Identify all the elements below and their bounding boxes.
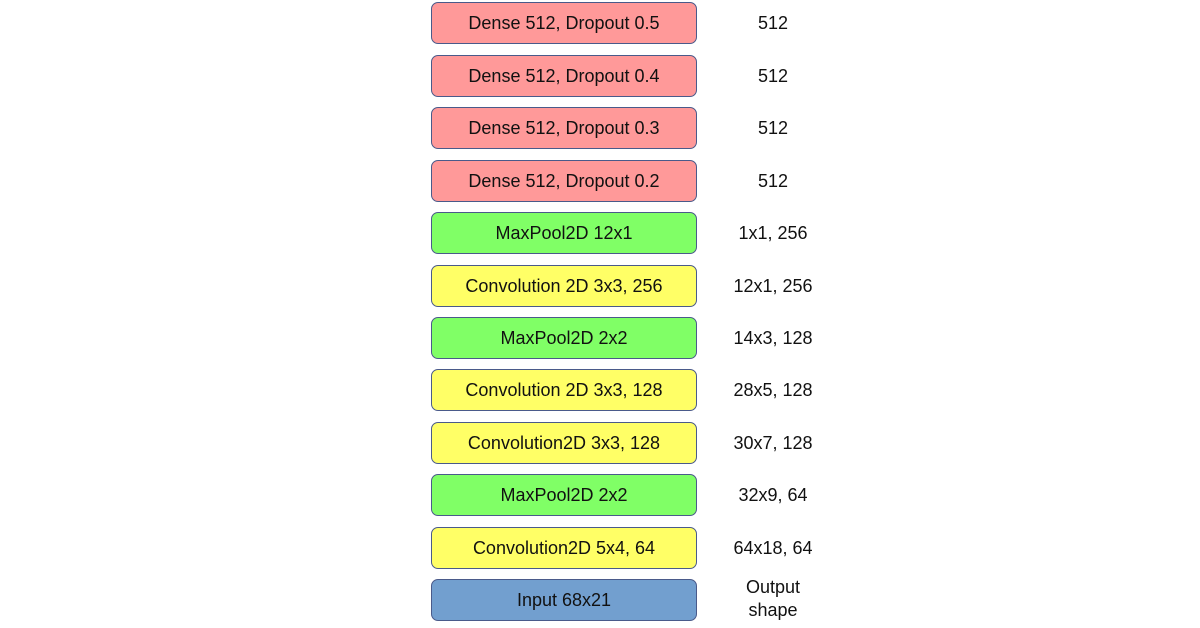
output-shape-label: 64x18, 64: [733, 537, 813, 558]
layer-row: MaxPool2D 12x1 1x1, 256: [0, 212, 1200, 256]
output-shape-label: 28x5, 128: [733, 379, 813, 400]
layer-box-convolution: Convolution 2D 3x3, 128: [431, 369, 697, 411]
layer-box-dense: Dense 512, Dropout 0.4: [431, 55, 697, 97]
output-shape-header-line2: shape: [748, 600, 798, 620]
layer-box-dense: Dense 512, Dropout 0.2: [431, 160, 697, 202]
layer-box-maxpool: MaxPool2D 12x1: [431, 212, 697, 254]
layer-row: Input 68x21: [0, 579, 1200, 623]
layer-box-maxpool: MaxPool2D 2x2: [431, 317, 697, 359]
layer-box-convolution: Convolution2D 3x3, 128: [431, 422, 697, 464]
output-shape-header-line1: Output: [745, 577, 801, 597]
layer-row: Convolution2D 5x4, 64 64x18, 64: [0, 527, 1200, 571]
output-shape-label: 32x9, 64: [738, 484, 808, 505]
output-shape-label: 512: [757, 65, 789, 86]
layer-row: Dense 512, Dropout 0.2 512: [0, 160, 1200, 204]
layer-box-input: Input 68x21: [431, 579, 697, 621]
output-shape-label: 14x3, 128: [733, 327, 813, 348]
output-shape-label: 30x7, 128: [733, 432, 813, 453]
layer-row: Dense 512, Dropout 0.3 512: [0, 107, 1200, 151]
layer-row: Dense 512, Dropout 0.4 512: [0, 55, 1200, 99]
layer-row: Convolution2D 3x3, 128 30x7, 128: [0, 422, 1200, 466]
layer-row: MaxPool2D 2x2 32x9, 64: [0, 474, 1200, 518]
output-shape-header: Output shape: [712, 576, 834, 622]
output-shape-label: 512: [757, 12, 789, 33]
layer-box-maxpool: MaxPool2D 2x2: [431, 474, 697, 516]
layer-box-convolution: Convolution 2D 3x3, 256: [431, 265, 697, 307]
output-shape-label: 12x1, 256: [733, 275, 813, 296]
layer-row: Dense 512, Dropout 0.5 512: [0, 2, 1200, 46]
layer-box-dense: Dense 512, Dropout 0.3: [431, 107, 697, 149]
layer-row: MaxPool2D 2x2 14x3, 128: [0, 317, 1200, 361]
layer-box-dense: Dense 512, Dropout 0.5: [431, 2, 697, 44]
layer-row: Convolution 2D 3x3, 128 28x5, 128: [0, 369, 1200, 413]
output-shape-label: 1x1, 256: [738, 222, 808, 243]
output-shape-label: 512: [757, 170, 789, 191]
layer-row: Convolution 2D 3x3, 256 12x1, 256: [0, 265, 1200, 309]
output-shape-label: 512: [757, 117, 789, 138]
layer-box-convolution: Convolution2D 5x4, 64: [431, 527, 697, 569]
